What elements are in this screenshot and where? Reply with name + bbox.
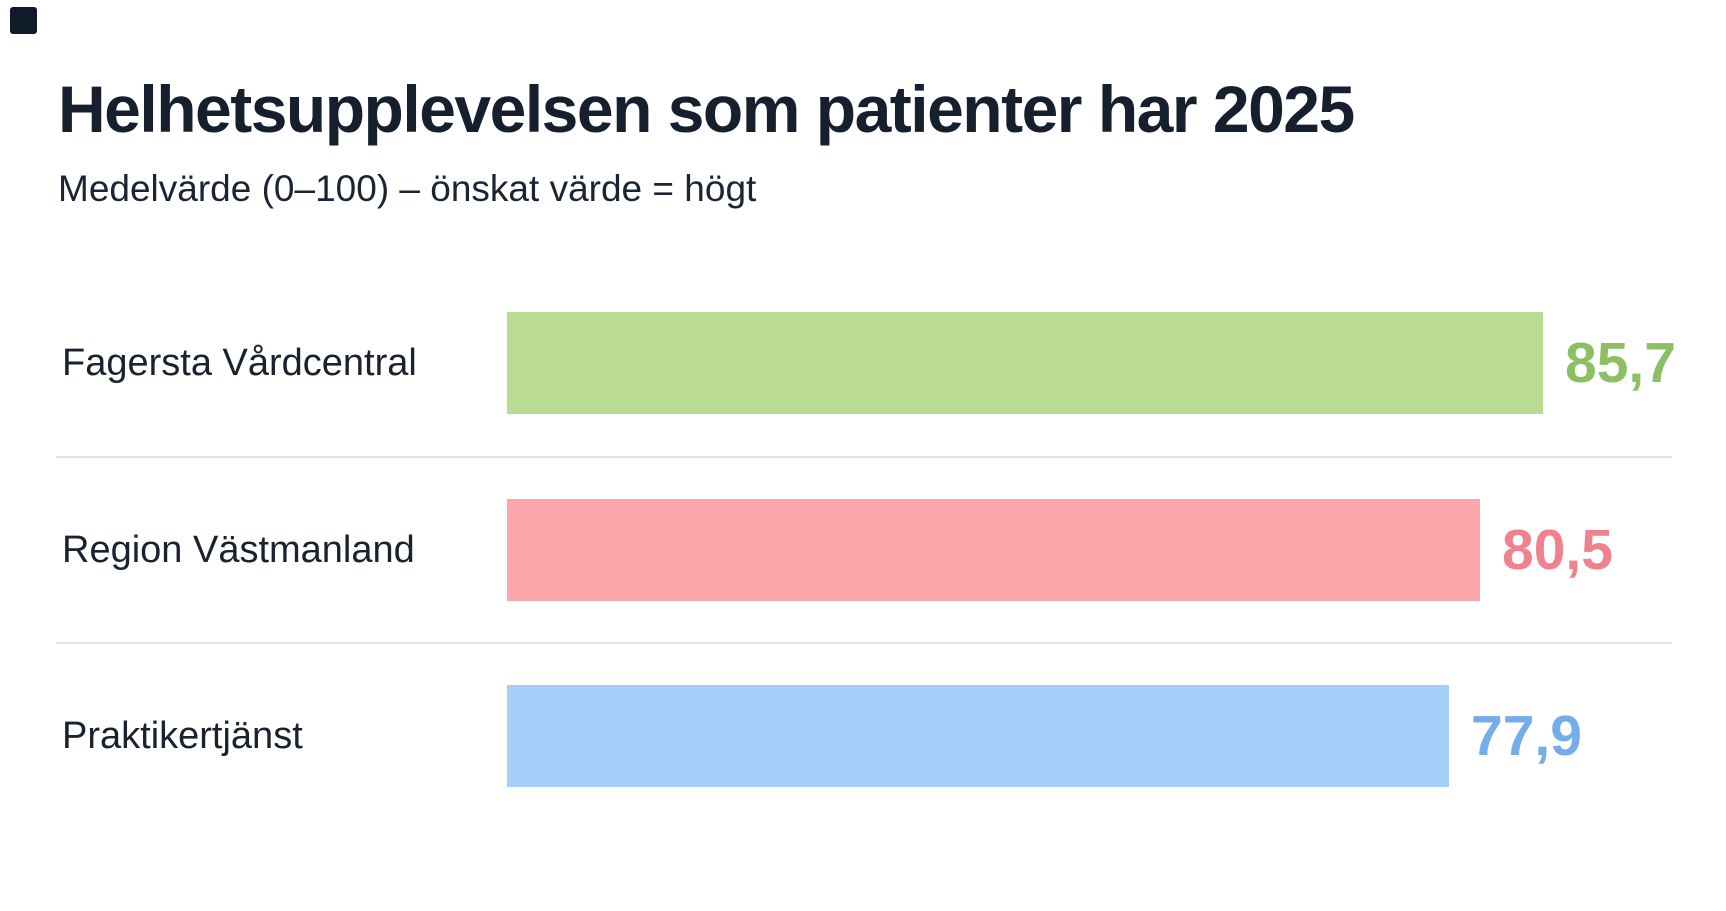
row-label: Praktikertjänst xyxy=(62,714,303,757)
row-label: Region Västmanland xyxy=(62,528,415,571)
bar-row: Praktikertjänst 77,9 xyxy=(56,642,1672,828)
bar-row: Fagersta Vårdcentral 85,7 xyxy=(56,270,1676,456)
bar-rows: Fagersta Vårdcentral 85,7 Region Västman… xyxy=(56,270,1676,828)
chart-subtitle: Medelvärde (0–100) – önskat värde = högt xyxy=(58,168,757,209)
bar-value-label: 85,7 xyxy=(1565,331,1676,395)
bar xyxy=(507,312,1543,414)
bar-value-label: 80,5 xyxy=(1502,518,1613,582)
bar xyxy=(507,499,1480,601)
bar-track: 77,9 xyxy=(507,685,1672,787)
bar-track: 80,5 xyxy=(507,499,1672,601)
row-label: Fagersta Vårdcentral xyxy=(62,341,417,384)
bar-value-label: 77,9 xyxy=(1471,704,1582,768)
chart-title: Helhetsupplevelsen som patienter har 202… xyxy=(58,72,1355,146)
bar-row: Region Västmanland 80,5 xyxy=(56,456,1672,642)
logo-mark xyxy=(10,7,37,34)
bar-track: 85,7 xyxy=(507,312,1676,414)
bar xyxy=(507,685,1449,787)
